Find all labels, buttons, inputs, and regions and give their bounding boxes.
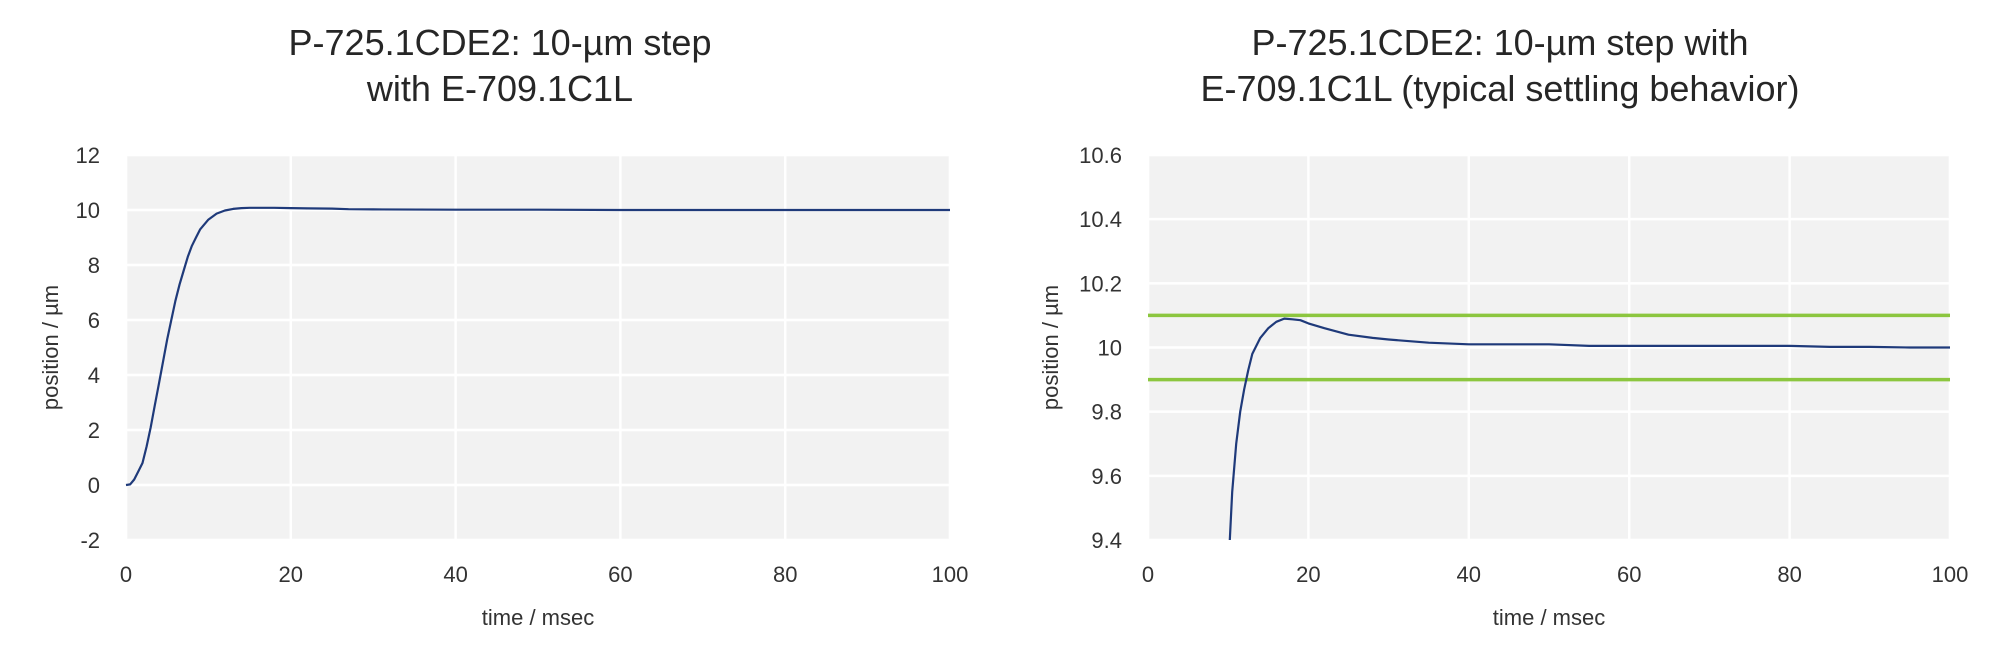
series-line	[1228, 317, 1950, 541]
y-tick-label: 10.4	[1079, 207, 1122, 232]
y-tick-label: 9.6	[1091, 464, 1122, 489]
x-tick-label: 60	[1617, 562, 1641, 587]
series-line	[125, 206, 950, 487]
y-tick-label: -2	[80, 528, 100, 553]
x-tick-label: 40	[1457, 562, 1481, 587]
y-tick-label: 9.8	[1091, 400, 1122, 425]
plot-area-right: 9.4 9.6 9.8 10 10.2 10.4 10.6 0 20 40 60 80 100 time …	[1038, 143, 1969, 630]
x-tick-label: 100	[932, 562, 969, 587]
x-tick-label: 80	[773, 562, 797, 587]
x-tick-label: 100	[1932, 562, 1969, 587]
x-axis-title: time / msec	[1493, 605, 1605, 630]
chart-left: P-725.1CDE2: 10-µm step with E-709.1C1L …	[0, 20, 1000, 630]
plot-area-left: -2 0 2 4 6 8 10 12 0 20 40 60 80 100 time / msec positi…	[38, 143, 969, 630]
y-tick-label: 2	[88, 418, 100, 443]
y-axis-title: position / µm	[38, 285, 63, 410]
x-tick-label: 0	[1142, 562, 1154, 587]
x-tick-label: 60	[608, 562, 632, 587]
x-tick-label: 80	[1777, 562, 1801, 587]
y-tick-label: 6	[88, 308, 100, 333]
chart-title-line-1: P-725.1CDE2: 10-µm step	[288, 22, 712, 63]
chart-right: P-725.1CDE2: 10-µm step with E-709.1C1L …	[1000, 0, 2000, 666]
y-tick-label: 0	[88, 473, 100, 498]
chart-title-line-1: P-725.1CDE2: 10-µm step with	[1251, 22, 1749, 63]
y-tick-label: 10.6	[1079, 143, 1122, 168]
chart-title: P-725.1CDE2: 10-µm step with E-709.1C1L	[0, 20, 1000, 112]
y-tick-label: 10	[1098, 336, 1122, 361]
y-tick-label: 10.2	[1079, 271, 1122, 296]
y-tick-label: 9.4	[1091, 528, 1122, 553]
chart-title-line-2: with E-709.1C1L	[366, 68, 634, 109]
y-tick-label: 8	[88, 253, 100, 278]
y-tick-label: 12	[76, 143, 100, 168]
x-tick-label: 40	[443, 562, 467, 587]
y-tick-label: 4	[88, 363, 100, 388]
plot-background	[126, 155, 950, 540]
x-tick-label: 20	[1296, 562, 1320, 587]
y-axis-title: position / µm	[1038, 285, 1063, 410]
x-tick-label: 0	[120, 562, 132, 587]
x-axis-title: time / msec	[482, 605, 594, 630]
x-tick-label: 20	[279, 562, 303, 587]
chart-title-line-2: E-709.1C1L (typical settling behavior)	[1200, 68, 1800, 109]
y-tick-label: 10	[76, 198, 100, 223]
chart-title: P-725.1CDE2: 10-µm step with E-709.1C1L …	[1000, 20, 2000, 112]
